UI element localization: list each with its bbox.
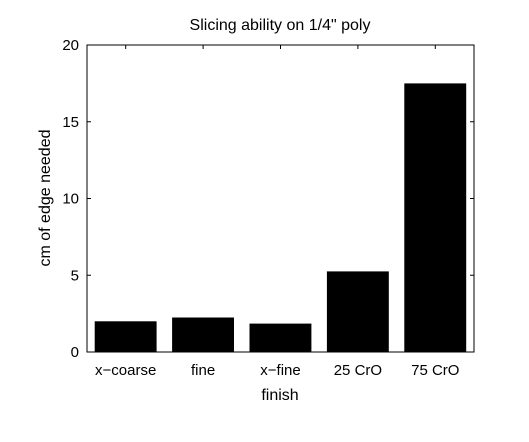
bar-5: [404, 83, 467, 353]
y-tick-label-20: 20: [62, 37, 79, 54]
x-tick-label-1: x−coarse: [95, 362, 156, 379]
chart-title: Slicing ability on 1/4" poly: [190, 17, 371, 34]
x-tick-label-5: 75 CrO: [411, 362, 459, 379]
bar-1: [94, 321, 157, 352]
bar-4: [326, 271, 389, 352]
x-tick-label-4: 25 CrO: [334, 362, 382, 379]
plot-frame: [86, 44, 475, 353]
bar-2: [172, 317, 234, 352]
bar-3: [249, 323, 312, 352]
y-tick-label-15: 15: [62, 114, 79, 131]
y-tick-label-5: 5: [71, 267, 79, 284]
y-tick-label-0: 0: [71, 344, 79, 361]
x-tick-label-3: x−fine: [260, 362, 300, 379]
x-axis-ticks: x−coarse fine x−fine 25 CrO 75 CrO: [95, 45, 459, 379]
y-tick-label-10: 10: [62, 191, 79, 208]
y-axis-label: cm of edge needed: [37, 130, 54, 267]
y-axis-ticks: 0 5 10 15 20: [62, 37, 474, 361]
x-tick-label-2: fine: [191, 362, 215, 379]
bars-group: [94, 83, 467, 353]
x-axis-label: finish: [261, 387, 298, 404]
